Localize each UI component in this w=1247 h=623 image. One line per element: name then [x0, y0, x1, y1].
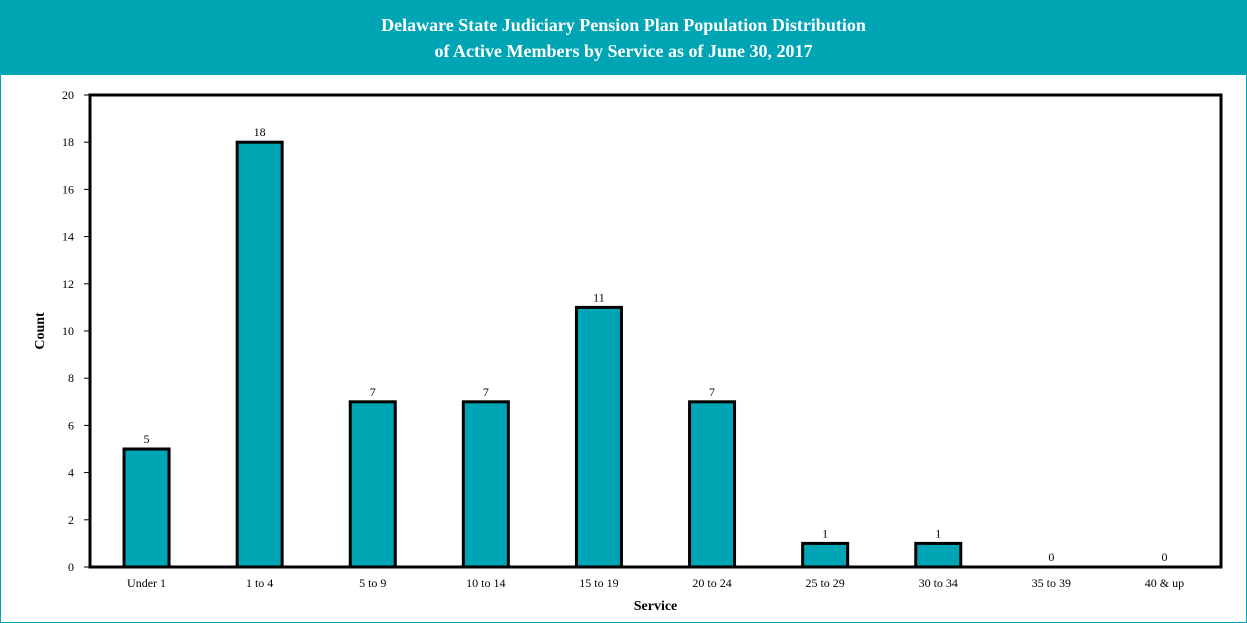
x-tick-label: 35 to 39 [1032, 576, 1071, 590]
chart-subtitle: of Active Members by Service as of June … [434, 41, 813, 61]
y-tick-label: 18 [62, 135, 74, 149]
x-tick-label: 25 to 29 [805, 576, 844, 590]
data-label: 1 [935, 526, 941, 540]
data-label: 18 [254, 125, 266, 139]
y-tick-label: 6 [68, 418, 74, 432]
y-tick-label: 14 [62, 230, 74, 244]
title-bar: Delaware State Judiciary Pension Plan Po… [1, 1, 1246, 75]
y-tick-label: 10 [62, 324, 74, 338]
x-tick-label: Under 1 [127, 576, 166, 590]
y-tick-label: 20 [62, 88, 74, 102]
y-tick-label: 0 [68, 560, 74, 574]
x-axis-title: Service [634, 599, 678, 614]
x-tick-label: 30 to 34 [919, 576, 958, 590]
bar [235, 140, 284, 569]
x-tick-label: 20 to 24 [692, 576, 731, 590]
bar [914, 541, 963, 569]
bar [801, 541, 850, 569]
y-tick-label: 8 [68, 371, 74, 385]
x-tick-label: 1 to 4 [246, 576, 273, 590]
bars [122, 140, 963, 569]
bar [688, 400, 737, 569]
y-tick-label: 12 [62, 277, 74, 291]
data-label: 1 [822, 526, 828, 540]
bar [461, 400, 510, 569]
data-label: 7 [483, 385, 489, 399]
x-tick-label: 5 to 9 [359, 576, 386, 590]
bar [122, 447, 171, 569]
y-tick-label: 2 [68, 513, 74, 527]
y-axis-title: Count [33, 312, 48, 350]
x-axis-ticks: Under 1 1 to 4 5 to 9 10 to 14 15 to 19 20 to… [127, 576, 1184, 590]
data-label: 0 [1161, 550, 1167, 564]
data-label: 5 [144, 432, 150, 446]
x-tick-label: 40 & up [1145, 576, 1184, 590]
data-label: 7 [709, 385, 715, 399]
plot-area [88, 93, 1223, 569]
chart-title: Delaware State Judiciary Pension Plan Po… [381, 15, 866, 35]
x-tick-label: 10 to 14 [466, 576, 505, 590]
data-label: 11 [593, 290, 605, 304]
y-tick-label: 4 [68, 466, 74, 480]
data-label: 7 [370, 385, 376, 399]
bar [348, 400, 397, 569]
bar [574, 305, 623, 569]
x-tick-label: 15 to 19 [579, 576, 618, 590]
y-axis-ticks: 0 2 4 6 8 10 12 14 16 18 20 [62, 88, 90, 574]
y-tick-label: 16 [62, 182, 74, 196]
data-label: 0 [1048, 550, 1054, 564]
